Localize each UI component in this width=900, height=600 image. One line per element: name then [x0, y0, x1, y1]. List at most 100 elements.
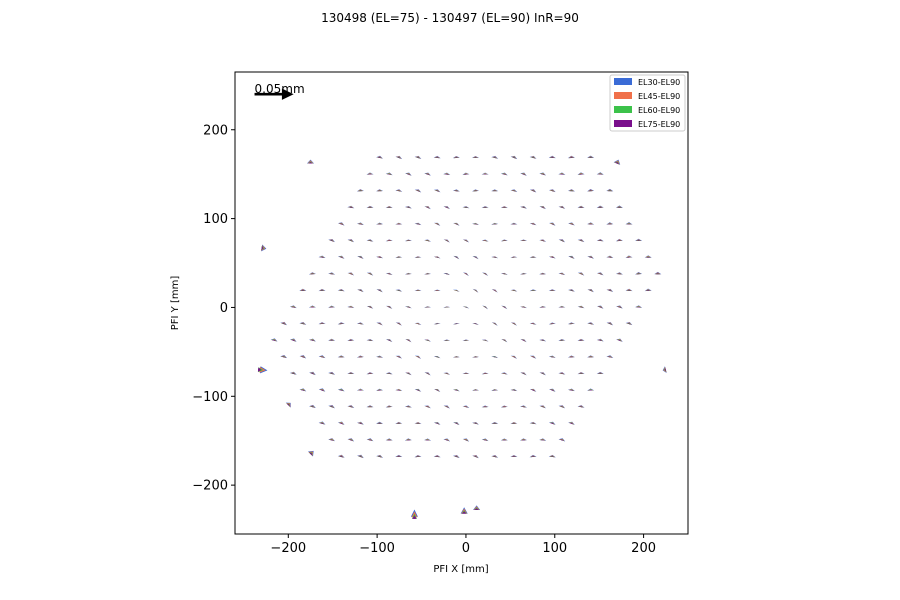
quiver-arrow-el75-el90	[348, 207, 353, 209]
legend-label: EL60-EL90	[638, 106, 680, 115]
quiver-arrow-el75-el90	[329, 273, 334, 275]
quiver-arrow-el75-el90	[473, 157, 478, 158]
quiver-arrow-el75-el90	[482, 207, 488, 208]
quiver-arrow-el75-el90	[473, 323, 478, 325]
quiver-arrow-el75-el90	[530, 456, 536, 458]
quiver-arrow-el75-el90	[425, 372, 430, 375]
quiver-arrow-el75-el90	[300, 389, 305, 392]
y-axis-label: PFI Y [mm]	[170, 276, 181, 331]
quiver-arrow-el75-el90	[310, 306, 315, 308]
quiver-arrow-el75-el90	[454, 157, 459, 159]
quiver-arrow-el75-el90	[511, 323, 516, 326]
quiver-arrow-el75-el90	[412, 515, 417, 519]
quiver-arrow-el75-el90	[367, 306, 373, 309]
quiver-arrow-el75-el90	[502, 273, 507, 275]
quiver-arrow-el60-el90	[483, 273, 488, 276]
quiver-arrow-el75-el90	[358, 356, 363, 358]
quiver-arrow-el75-el90	[319, 356, 325, 358]
quiver-arrow-el75-el90	[329, 406, 334, 408]
quiver-arrow-el75-el90	[521, 306, 526, 308]
quiver-arrow-el75-el90	[310, 339, 315, 342]
quiver-arrow-el75-el90	[598, 340, 603, 342]
quiver-arrow-el75-el90	[367, 340, 373, 341]
quiver-arrow-el60-el90	[387, 306, 392, 309]
quiver-arrow-el75-el90	[559, 173, 565, 175]
quiver-arrow-el75-el90	[454, 256, 459, 259]
quiver-arrow-el75-el90	[406, 406, 411, 408]
quiver-arrow-el75-el90	[319, 290, 325, 291]
quiver-arrow-el75-el90	[387, 173, 392, 175]
quiver-arrow-el75-el90	[406, 207, 411, 209]
quiver-arrow-el75-el90	[319, 389, 325, 392]
quiver-arrow-el75-el90	[434, 290, 440, 292]
quiver-arrow-el75-el90	[578, 207, 584, 208]
quiver-arrow-el75-el90	[463, 373, 469, 374]
quiver-arrow-el75-el90	[588, 356, 593, 358]
quiver-arrow-el75-el90	[540, 173, 545, 176]
quiver-arrow-el30-el90	[462, 306, 470, 309]
quiver-arrow-el75-el90	[588, 157, 593, 158]
quiver-arrow-el75-el90	[387, 439, 392, 441]
quiver-arrow-el75-el90	[396, 257, 401, 258]
quiver-arrow-el75-el90	[646, 256, 651, 258]
x-tick-label: −100	[359, 541, 395, 556]
quiver-arrow-el45-el90	[501, 306, 507, 309]
quiver-arrow-el75-el90	[598, 273, 603, 275]
quiver-arrow-el75-el90	[358, 389, 363, 391]
quiver-arrow-el75-el90	[482, 240, 488, 242]
quiver-arrow-el75-el90	[367, 207, 373, 208]
quiver-arrow-el75-el90	[444, 439, 449, 442]
quiver-arrow-el75-el90	[377, 190, 382, 192]
quiver-arrow-el75-el90	[396, 389, 401, 391]
quiver-arrow-el75-el90	[626, 323, 632, 325]
quiver-arrow-el75-el90	[396, 356, 401, 359]
quiver-arrow-el75-el90	[358, 256, 363, 259]
quiver-arrow-el75-el90	[492, 157, 497, 159]
quiver-arrow-el75-el90	[578, 340, 584, 341]
quiver-arrow-el75-el90	[482, 439, 488, 441]
quiver-arrow-el75-el90	[492, 356, 497, 358]
quiver-arrow-el75-el90	[511, 223, 517, 225]
quiver-arrow-el75-el90	[550, 223, 555, 226]
quiver-arrow-el75-el90	[308, 452, 313, 456]
quiver-arrow-el75-el90	[559, 306, 565, 308]
quiver-arrow-el60-el90	[463, 306, 469, 309]
quiver-arrow-el75-el90	[454, 422, 459, 425]
quiver-arrow-el75-el90	[550, 356, 555, 358]
x-axis-label: PFI X [mm]	[433, 564, 488, 575]
quiver-arrow-el75-el90	[473, 356, 478, 358]
quiver-arrow-el75-el90	[578, 373, 584, 375]
quiver-arrow-el75-el90	[569, 290, 574, 292]
quiver-arrow-el75-el90	[454, 190, 459, 192]
quiver-arrow-el75-el90	[492, 257, 497, 258]
quiver-arrow-el75-el90	[588, 289, 593, 292]
quiver-arrow-el75-el90	[387, 273, 392, 275]
quiver-arrow-el75-el90	[329, 373, 334, 375]
quiver-arrow-el75-el90	[367, 439, 373, 441]
quiver-arrow-el75-el90	[339, 323, 344, 325]
legend-label: EL45-EL90	[638, 92, 680, 101]
quiver-arrow-el75-el90	[473, 190, 478, 192]
quiver-arrow-el75-el90	[377, 323, 382, 325]
quiver-arrow-el75-el90	[415, 423, 421, 424]
quiver-arrow-el75-el90	[463, 240, 468, 242]
quiver-arrow-el75-el90	[511, 389, 517, 391]
quiver-arrow-el75-el90	[530, 323, 536, 325]
x-tick-label: 100	[542, 541, 567, 556]
quiver-arrow-el75-el90	[406, 173, 411, 176]
quiver-arrow-el75-el90	[511, 190, 517, 192]
quiver-arrow-el75-el90	[435, 389, 440, 392]
quiver-arrow-el75-el90	[454, 323, 459, 325]
quiver-arrow-el60-el90	[530, 389, 536, 392]
quiver-arrow-el75-el90	[454, 389, 459, 392]
quiver-arrow-el75-el90	[521, 173, 526, 176]
quiver-arrow-el75-el90	[406, 273, 411, 275]
quiver-arrow-el75-el90	[492, 456, 497, 458]
quiver-arrow-el75-el90	[569, 356, 574, 358]
legend-swatch	[614, 92, 632, 99]
quiver-arrow-el75-el90	[588, 323, 593, 325]
quiver-arrow-el75-el90	[569, 389, 574, 391]
quiver-arrow-el75-el90	[415, 290, 421, 291]
x-tick-label: 0	[462, 541, 470, 556]
quiver-arrow-el75-el90	[607, 256, 613, 258]
